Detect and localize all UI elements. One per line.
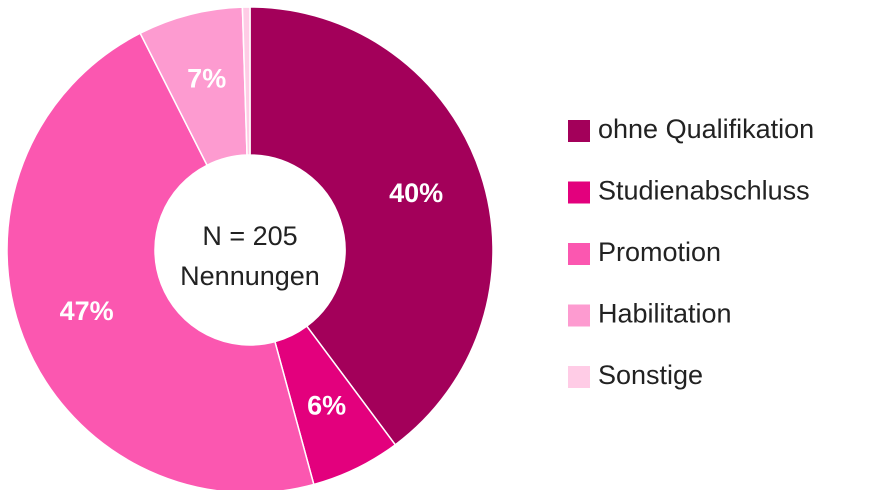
legend-swatch: [568, 243, 590, 265]
data-label: 47%: [60, 296, 114, 326]
data-label: 7%: [187, 64, 226, 94]
slice: [249, 6, 494, 446]
legend-label: Sonstige: [598, 360, 703, 390]
data-label: 6%: [307, 390, 346, 420]
slice: [241, 6, 251, 156]
legend-swatch: [568, 120, 590, 142]
legend-swatch: [568, 304, 590, 327]
data-label: 40%: [389, 178, 443, 208]
center-text: N = 205: [202, 221, 297, 251]
center-text: Nennungen: [180, 261, 320, 291]
legend-swatch: [568, 181, 590, 204]
slice: [6, 32, 315, 494]
legend-label: Habilitation: [598, 299, 732, 329]
legend-swatch: [568, 366, 590, 388]
legend-label: Promotion: [598, 237, 721, 267]
legend-label: Studienabschluss: [598, 176, 810, 206]
legend-label: ohne Qualifikation: [598, 114, 814, 144]
